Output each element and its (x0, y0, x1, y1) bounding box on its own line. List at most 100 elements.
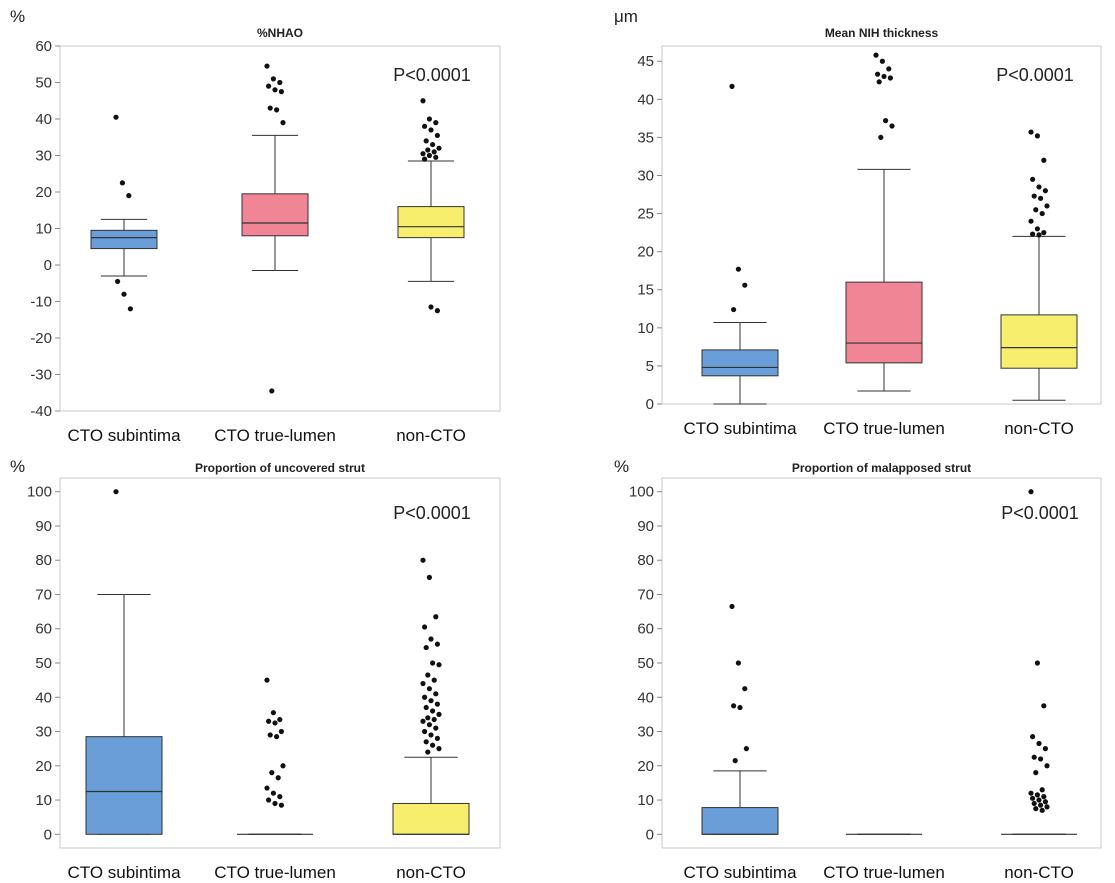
outlier-point (430, 141, 436, 148)
y-tick-label: 50 (35, 655, 52, 672)
outlier-point (113, 114, 119, 120)
outlier-point (1039, 807, 1045, 813)
category-label-cto-true-lumen: CTO true-lumen (823, 419, 945, 438)
outlier-point (1039, 787, 1045, 793)
y-tick-label: 100 (629, 484, 654, 501)
outlier-point (272, 87, 278, 93)
outlier-point (422, 156, 428, 162)
category-label-non-cto: non-CTO (1004, 419, 1074, 438)
y-tick-label: 70 (35, 586, 52, 603)
y-unit-label: μm (614, 7, 638, 26)
outlier-point (883, 118, 889, 124)
outlier-point (420, 151, 426, 157)
outlier-point (428, 304, 434, 310)
outlier-point (277, 79, 283, 86)
outlier-point (434, 701, 440, 707)
y-tick-label: 25 (637, 206, 654, 223)
y-tick-label: 0 (646, 826, 654, 843)
outlier-point (434, 641, 440, 647)
iqr-box (397, 206, 465, 239)
y-tick-label: 10 (637, 320, 654, 337)
outlier-point (1042, 188, 1048, 194)
outlier-point (426, 152, 432, 159)
outlier-point (420, 718, 426, 724)
y-tick-label: 30 (35, 724, 52, 741)
chart-title: %NHAO (257, 26, 303, 40)
y-tick-label: 0 (44, 257, 52, 274)
category-label-cto-subintima: CTO subintima (683, 863, 797, 878)
outlier-point (425, 672, 431, 678)
p-value-label: P<0.0001 (393, 503, 471, 523)
box-cto-true-lumen (237, 677, 313, 835)
outlier-point (879, 58, 886, 64)
y-tick-label: 10 (637, 792, 654, 809)
outlier-point (428, 698, 434, 704)
y-tick-label: 40 (35, 111, 52, 128)
outlier-point (1028, 218, 1034, 224)
y-tick-label: 20 (35, 184, 52, 201)
outlier-point (433, 120, 439, 126)
outlier-point (430, 742, 436, 748)
outlier-point (1038, 756, 1044, 762)
y-tick-label: 30 (35, 148, 52, 165)
iqr-box (1000, 314, 1078, 369)
category-label-cto-true-lumen: CTO true-lumen (823, 863, 945, 878)
outlier-point (431, 677, 437, 683)
outlier-point (743, 746, 750, 752)
outlier-point (430, 660, 436, 666)
outlier-point (1031, 754, 1037, 760)
outlier-point (266, 797, 272, 803)
outlier-point (266, 718, 272, 724)
outlier-point (1034, 660, 1040, 666)
outlier-point (126, 193, 132, 199)
outlier-point (264, 677, 270, 683)
outlier-point (423, 739, 429, 745)
y-tick-label: 70 (637, 586, 654, 603)
outlier-point (274, 734, 280, 740)
outlier-point (878, 134, 884, 141)
panel-malapposed-strut: % Proportion of malapposed strut P<0.0001 1… (614, 457, 1102, 882)
outlier-point (1042, 799, 1048, 805)
outlier-point (420, 680, 426, 687)
outlier-point (428, 732, 434, 738)
y-tick-label: 20 (35, 758, 52, 775)
outlier-point (1030, 795, 1036, 801)
box-non-cto (397, 98, 465, 314)
outlier-point (422, 624, 428, 630)
outlier-point (729, 83, 735, 89)
chart-title: Proportion of uncovered strut (195, 461, 365, 475)
outlier-point (1033, 806, 1039, 812)
outlier-point (430, 708, 436, 714)
outlier-point (280, 120, 286, 126)
y-tick-label: 0 (44, 826, 52, 843)
outlier-point (436, 662, 442, 668)
outlier-point (426, 686, 432, 692)
outlier-point (1038, 802, 1044, 808)
outlier-point (264, 63, 270, 69)
outlier-point (1028, 790, 1034, 796)
y-tick-label: 20 (637, 244, 654, 261)
plot-frame (661, 45, 1102, 405)
outlier-point (1041, 157, 1047, 163)
outlier-point (431, 716, 437, 723)
outlier-point (742, 686, 748, 692)
outlier-point (121, 291, 127, 297)
panel-nih-thickness: μm Mean NIH thickness P<0.0001 45 40 35 30 25 20… (614, 7, 1102, 438)
outlier-point (737, 704, 743, 711)
outlier-point (1036, 232, 1042, 238)
p-value-label: P<0.0001 (393, 65, 471, 85)
outlier-point (1044, 804, 1050, 810)
box-cto-subintima (90, 114, 158, 312)
chart-title: Mean NIH thickness (825, 26, 939, 40)
y-tick-label: 60 (637, 621, 654, 638)
outlier-point (278, 728, 284, 735)
outlier-point (269, 388, 275, 394)
category-label-non-cto: non-CTO (1004, 863, 1074, 878)
outlier-point (1036, 740, 1042, 747)
outlier-point (269, 770, 275, 776)
outlier-point (422, 694, 428, 700)
outlier-point (729, 603, 735, 610)
outlier-point (1044, 203, 1050, 209)
outlier-point (422, 728, 428, 735)
